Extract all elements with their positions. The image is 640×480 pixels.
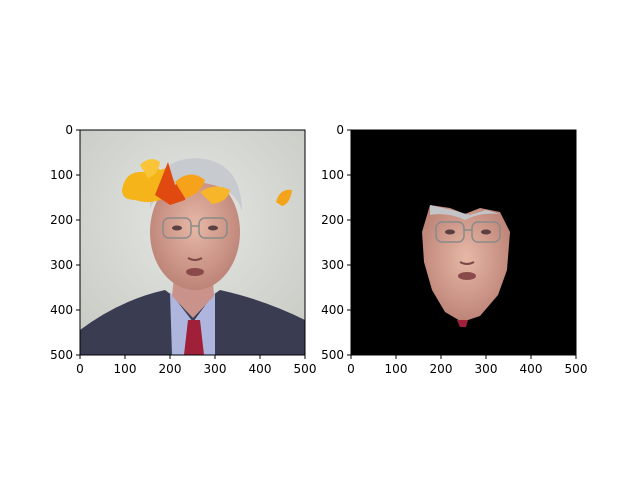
right-ytick-label: 300 xyxy=(321,258,344,272)
left-xtick-label: 400 xyxy=(249,362,272,376)
right-ytick-label: 500 xyxy=(321,348,344,362)
left-ytick-label: 400 xyxy=(50,303,73,317)
left-ytick-label: 200 xyxy=(50,213,73,227)
right-ytick-label: 200 xyxy=(321,213,344,227)
right-xtick-label: 200 xyxy=(430,362,453,376)
left-ytick-label: 0 xyxy=(65,123,73,137)
left-xtick-label: 500 xyxy=(294,362,317,376)
right-xtick-label: 400 xyxy=(520,362,543,376)
right-xtick-label: 300 xyxy=(475,362,498,376)
right-ytick-label: 400 xyxy=(321,303,344,317)
left-photo xyxy=(80,130,305,355)
left-ytick-label: 300 xyxy=(50,258,73,272)
right-xtick-label: 0 xyxy=(347,362,355,376)
right-ytick-label: 0 xyxy=(336,123,344,137)
right-xtick-label: 500 xyxy=(565,362,588,376)
left-xtick-label: 200 xyxy=(159,362,182,376)
right-ytick-label: 100 xyxy=(321,168,344,182)
left-ytick-label: 100 xyxy=(50,168,73,182)
left-xtick-label: 100 xyxy=(114,362,137,376)
right-masked-face xyxy=(351,130,576,355)
autumn-leaves xyxy=(122,159,292,206)
left-xtick-label: 300 xyxy=(204,362,227,376)
right-xtick-label: 100 xyxy=(385,362,408,376)
left-xtick-label: 0 xyxy=(76,362,84,376)
left-ytick-label: 500 xyxy=(50,348,73,362)
